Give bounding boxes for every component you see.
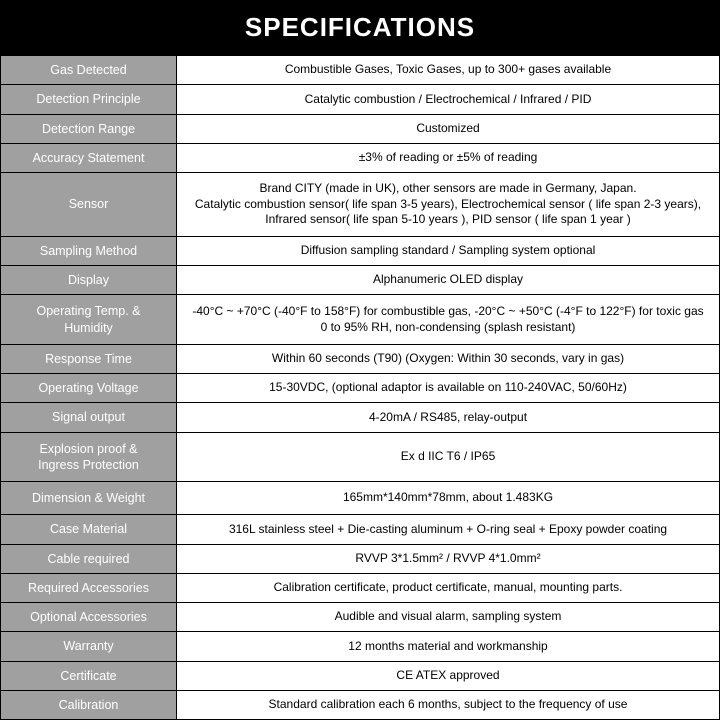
spec-label: Warranty bbox=[1, 632, 177, 661]
spec-label: Explosion proof &Ingress Protection bbox=[1, 432, 177, 482]
spec-label: Sensor bbox=[1, 173, 177, 237]
spec-value: 15-30VDC, (optional adaptor is available… bbox=[177, 374, 720, 403]
spec-value: Catalytic combustion / Electrochemical /… bbox=[177, 85, 720, 114]
table-row: SensorBrand CITY (made in UK), other sen… bbox=[1, 173, 720, 237]
spec-label: Operating Voltage bbox=[1, 374, 177, 403]
table-row: Operating Voltage15-30VDC, (optional ada… bbox=[1, 374, 720, 403]
spec-value: Within 60 seconds (T90) (Oxygen: Within … bbox=[177, 344, 720, 373]
table-row: Detection RangeCustomized bbox=[1, 114, 720, 143]
spec-label: Gas Detected bbox=[1, 56, 177, 85]
spec-label: Detection Principle bbox=[1, 85, 177, 114]
table-row: Operating Temp. &Humidity-40°C ~ +70°C (… bbox=[1, 295, 720, 345]
spec-value: RVVP 3*1.5mm² / RVVP 4*1.0mm² bbox=[177, 544, 720, 573]
table-row: Dimension & Weight165mm*140mm*78mm, abou… bbox=[1, 482, 720, 515]
table-row: Signal output4-20mA / RS485, relay-outpu… bbox=[1, 403, 720, 432]
spec-value: 12 months material and workmanship bbox=[177, 632, 720, 661]
table-row: CalibrationStandard calibration each 6 m… bbox=[1, 690, 720, 719]
spec-label: Display bbox=[1, 266, 177, 295]
table-row: Required AccessoriesCalibration certific… bbox=[1, 573, 720, 602]
spec-label: Certificate bbox=[1, 661, 177, 690]
spec-label: Sampling Method bbox=[1, 236, 177, 265]
table-row: Detection PrincipleCatalytic combustion … bbox=[1, 85, 720, 114]
spec-label: Signal output bbox=[1, 403, 177, 432]
table-row: Response TimeWithin 60 seconds (T90) (Ox… bbox=[1, 344, 720, 373]
spec-label: Calibration bbox=[1, 690, 177, 719]
spec-value: ±3% of reading or ±5% of reading bbox=[177, 143, 720, 172]
table-row: Cable requiredRVVP 3*1.5mm² / RVVP 4*1.0… bbox=[1, 544, 720, 573]
spec-value: Brand CITY (made in UK), other sensors a… bbox=[177, 173, 720, 237]
spec-label: Dimension & Weight bbox=[1, 482, 177, 515]
spec-value: 165mm*140mm*78mm, about 1.483KG bbox=[177, 482, 720, 515]
spec-label: Operating Temp. &Humidity bbox=[1, 295, 177, 345]
spec-value: Customized bbox=[177, 114, 720, 143]
spec-label: Response Time bbox=[1, 344, 177, 373]
spec-label: Detection Range bbox=[1, 114, 177, 143]
spec-value: CE ATEX approved bbox=[177, 661, 720, 690]
spec-label: Optional Accessories bbox=[1, 603, 177, 632]
spec-value: 316L stainless steel + Die-casting alumi… bbox=[177, 515, 720, 544]
spec-value: Calibration certificate, product certifi… bbox=[177, 573, 720, 602]
table-row: DisplayAlphanumeric OLED display bbox=[1, 266, 720, 295]
spec-label: Case Material bbox=[1, 515, 177, 544]
table-row: CertificateCE ATEX approved bbox=[1, 661, 720, 690]
spec-value: Ex d IIC T6 / IP65 bbox=[177, 432, 720, 482]
spec-label: Cable required bbox=[1, 544, 177, 573]
page-title: SPECIFICATIONS bbox=[0, 0, 720, 55]
table-row: Gas DetectedCombustible Gases, Toxic Gas… bbox=[1, 56, 720, 85]
spec-table: Gas DetectedCombustible Gases, Toxic Gas… bbox=[0, 55, 720, 720]
table-row: Optional AccessoriesAudible and visual a… bbox=[1, 603, 720, 632]
spec-value: Combustible Gases, Toxic Gases, up to 30… bbox=[177, 56, 720, 85]
table-row: Explosion proof &Ingress ProtectionEx d … bbox=[1, 432, 720, 482]
spec-value: 4-20mA / RS485, relay-output bbox=[177, 403, 720, 432]
table-row: Case Material316L stainless steel + Die-… bbox=[1, 515, 720, 544]
spec-value: Standard calibration each 6 months, subj… bbox=[177, 690, 720, 719]
spec-value: Audible and visual alarm, sampling syste… bbox=[177, 603, 720, 632]
spec-label: Accuracy Statement bbox=[1, 143, 177, 172]
spec-value: -40°C ~ +70°C (-40°F to 158°F) for combu… bbox=[177, 295, 720, 345]
spec-label: Required Accessories bbox=[1, 573, 177, 602]
table-row: Accuracy Statement±3% of reading or ±5% … bbox=[1, 143, 720, 172]
table-row: Warranty12 months material and workmansh… bbox=[1, 632, 720, 661]
table-row: Sampling MethodDiffusion sampling standa… bbox=[1, 236, 720, 265]
spec-value: Diffusion sampling standard / Sampling s… bbox=[177, 236, 720, 265]
spec-value: Alphanumeric OLED display bbox=[177, 266, 720, 295]
